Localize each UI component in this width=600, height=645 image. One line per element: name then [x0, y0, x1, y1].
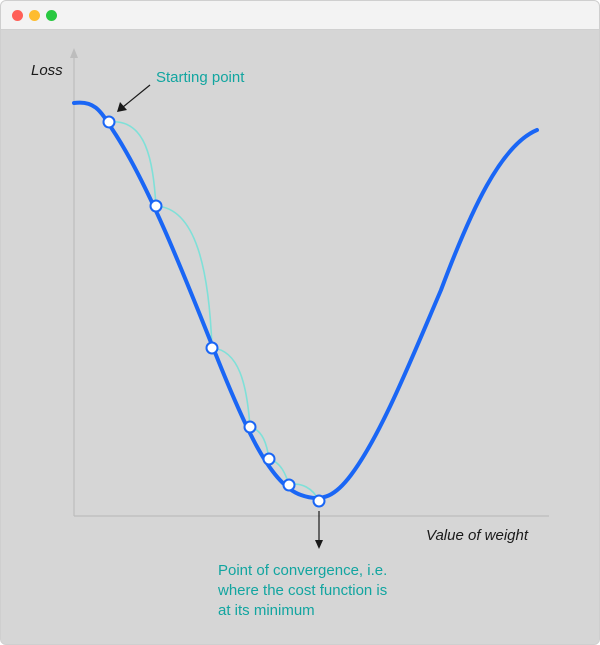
convergence-label-line-2: where the cost function is — [218, 582, 388, 599]
gradient-descent-diagram — [70, 48, 549, 549]
step-point-3 — [205, 341, 219, 355]
step-point-1 — [102, 115, 116, 129]
minimize-button[interactable] — [29, 10, 40, 21]
x-axis-label: Value of weight — [426, 527, 529, 544]
y-axis-label: Loss — [31, 62, 63, 79]
zoom-button[interactable] — [46, 10, 57, 21]
start-arrow-line — [122, 84, 151, 108]
close-button[interactable] — [12, 10, 23, 21]
step-arc-1 — [108, 121, 157, 207]
convergence-label-line-1: Point of convergence, i.e. — [218, 562, 388, 579]
step-point-5 — [262, 452, 276, 466]
step-point-4 — [243, 420, 257, 434]
convergence-label-line-3: at its minimum — [218, 602, 315, 619]
convergence-arrow-head — [315, 540, 323, 549]
step-point-6 — [282, 478, 296, 492]
step-arc-3 — [211, 347, 251, 428]
step-arc-2 — [155, 205, 213, 349]
y-axis-arrowhead — [70, 48, 78, 58]
diagram-canvas: Loss Value of weight Starting point Poin… — [1, 30, 599, 644]
convergence-point — [312, 494, 326, 508]
starting-point-label: Starting point — [156, 69, 245, 86]
loss-curve — [72, 100, 539, 501]
title-bar — [1, 1, 599, 30]
start-arrow-head — [117, 102, 127, 112]
step-point-2 — [149, 199, 163, 213]
convergence-label: Point of convergence, i.e. where the cos… — [218, 561, 387, 621]
